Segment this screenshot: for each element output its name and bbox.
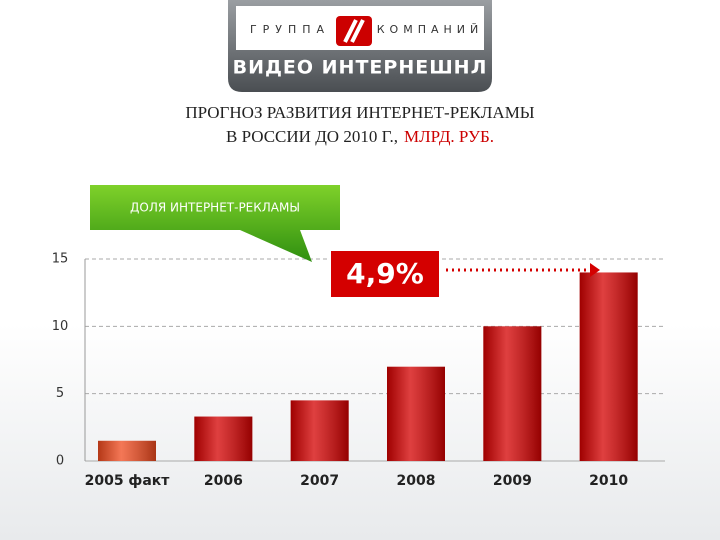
- x-tick-label: 2009: [493, 473, 532, 489]
- x-tick-label: 2007: [300, 473, 339, 489]
- x-tick-label: 2010: [589, 473, 628, 489]
- annotation: 4,9%: [346, 257, 424, 290]
- y-tick-label: 0: [56, 454, 64, 469]
- bar-shine: [387, 366, 445, 461]
- logo-mark: [343, 19, 365, 43]
- bar-shine: [98, 440, 156, 461]
- header-companies: КОМПАНИЙ: [377, 23, 483, 36]
- arrow-head: [590, 263, 600, 277]
- title-text: В РОССИИ ДО 2010 Г.,: [226, 127, 398, 146]
- bar-shine: [483, 326, 542, 461]
- header-brand: ВИДЕО ИНТЕРНЕШНЛ: [233, 57, 488, 79]
- chart-title: ПРОГНОЗ РАЗВИТИЯ ИНТЕРНЕТ-РЕКЛАМЫ: [185, 103, 534, 122]
- y-tick-label: 5: [56, 386, 64, 401]
- callout-text: ДОЛЯ ИНТЕРНЕТ-РЕКЛАМЫ: [130, 201, 300, 215]
- x-tick-label: 2005 факт: [85, 473, 171, 489]
- header-group: ГРУППА: [250, 23, 330, 36]
- bar-shine: [194, 416, 253, 461]
- x-tick-label: 2008: [397, 473, 436, 489]
- plot: 0 5 10 15 2005 факт 2006 2007 2008 2009 2010: [52, 252, 665, 489]
- bar-shine: [579, 272, 638, 461]
- annotation-box: [329, 249, 441, 299]
- title-unit: МЛРД. РУБ.: [404, 127, 494, 146]
- bar-shine: [290, 400, 349, 461]
- callout-box: [90, 185, 340, 262]
- y-tick-label: 10: [52, 319, 69, 334]
- y-tick-label: 15: [52, 252, 69, 267]
- x-tick-label: 2006: [204, 473, 243, 489]
- chart-title-line2: В РОССИИ ДО 2010 Г., МЛРД. РУБ.: [226, 127, 494, 146]
